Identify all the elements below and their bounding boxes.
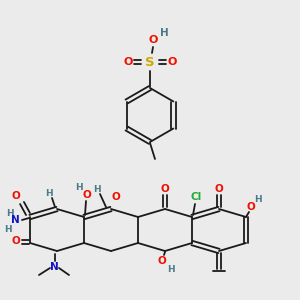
Text: N: N: [11, 215, 20, 225]
Text: O: O: [12, 236, 20, 246]
Text: H: H: [93, 184, 101, 194]
Text: O: O: [160, 184, 169, 194]
Text: O: O: [112, 192, 120, 202]
Text: H: H: [167, 265, 175, 274]
Text: H: H: [45, 188, 53, 197]
Text: O: O: [247, 202, 255, 212]
Text: H: H: [160, 28, 168, 38]
Text: N: N: [50, 262, 58, 272]
Text: O: O: [167, 57, 177, 67]
Text: O: O: [214, 184, 224, 194]
Text: O: O: [12, 191, 20, 201]
Text: S: S: [145, 56, 155, 68]
Text: O: O: [123, 57, 133, 67]
Text: H: H: [75, 184, 83, 193]
Text: H: H: [6, 208, 14, 217]
Text: O: O: [158, 256, 166, 266]
Text: O: O: [82, 190, 91, 200]
Text: H: H: [4, 224, 12, 233]
Text: H: H: [254, 194, 262, 203]
Text: O: O: [148, 35, 158, 45]
Text: Cl: Cl: [190, 192, 202, 202]
